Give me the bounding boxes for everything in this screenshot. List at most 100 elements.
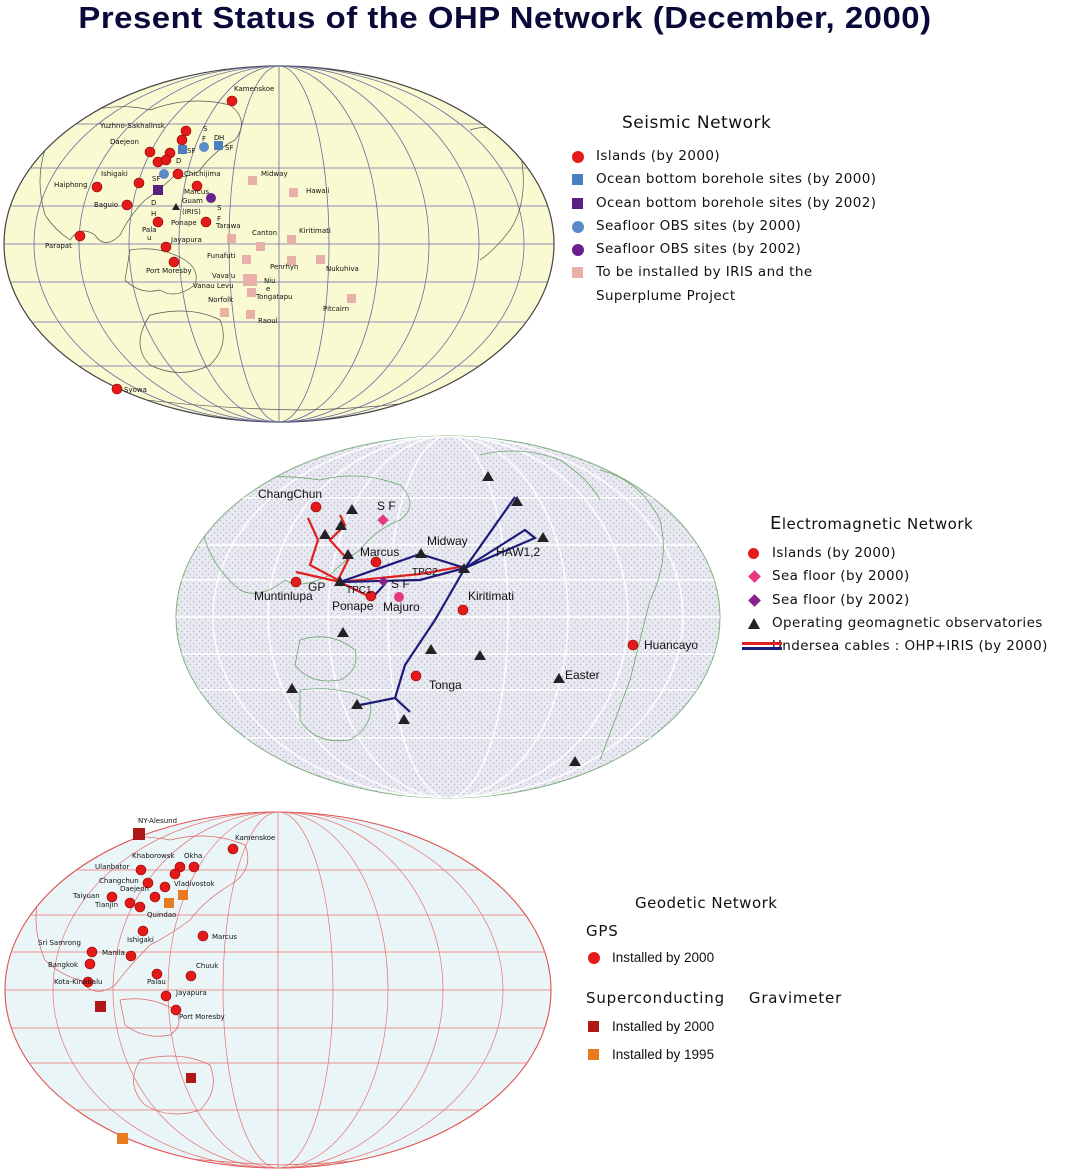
label-d: D [214,134,219,142]
gd-label-taiyuan: Taiyuan [72,892,100,900]
gd-label-daejeon: Daejeon [120,885,149,893]
geodetic-legend-heading: Geodetic Network [635,894,778,912]
label-nukuhiva: Nukuhiva [326,265,359,273]
gd-label-palau: Palau [147,978,166,986]
gd-label-ny-alesund: NY-Alesund [138,817,177,825]
label-hawaii: Hawaii [306,187,330,195]
label-pitcairn: Pitcairn [323,305,349,313]
label-daejeon: Daejeon [110,138,139,146]
label-ponape: Ponape [171,219,197,227]
label-h: H [219,134,224,142]
label-palau: Pala [142,226,156,234]
label-d: D [176,157,181,165]
gps-heading: GPS [586,922,619,940]
label-s: S [203,125,208,133]
gd-label-tianjin: Tianjin [94,901,118,909]
site-kamenskoe [226,95,238,107]
gd-label-khaborowsk: Khaborowsk [132,852,175,860]
gd-label-port-moresby: Port Moresby [179,1013,225,1021]
label-port-moresby: Port Moresby [146,267,192,275]
label-midway: Midway [261,170,288,178]
legend-item: Installed by 2000 [586,1015,842,1038]
site-haiphong [91,181,103,193]
label-h: H [151,210,156,218]
legend-item: Installed by 2000 [586,946,842,969]
site-borehole-2002 [153,185,163,195]
legend-item: Sea floor (by 2000) [746,565,1048,588]
site-jayapura [160,241,172,253]
orange-square-icon [588,1048,599,1060]
gd-label-ishigaki: Ishigaki [127,936,154,944]
site-daejeon [144,146,156,158]
label-ishigaki: Ishigaki [101,170,128,178]
gd-label-sri-samrong: Sri Samrong [38,939,81,947]
legend-item: Seafloor OBS sites (by 2000) [570,215,876,238]
label-parapat: Parapat [45,242,72,250]
legend-item: Ocean bottom borehole sites (by 2000) [570,168,876,191]
gd-label-vladivostok: Vladivostok [174,880,216,888]
site-borehole-2000 [178,145,187,154]
gd-label-bangkok: Bangkok [48,961,79,969]
site-parapat [74,230,86,242]
site-obs-2000 [199,142,209,152]
site-yuzhno-sakhalinsk [180,125,192,137]
sg-heading: Superconducting Gravimeter [586,989,843,1008]
label-niue: Niu [264,277,276,285]
site-port-moresby [168,256,180,268]
label-yuzhno-sakhalinsk: Yuzhno-Sakhalinsk [99,122,166,130]
em-label-easter: Easter [565,668,600,682]
pink-square-icon [572,267,583,279]
site-obs-2000 [159,169,169,179]
geodetic-markers [82,828,239,1144]
em-label-kiritimati: Kiritimati [468,589,514,603]
legend-item: Installed by 1995 [586,1043,842,1066]
seismic-island-markers [74,95,238,395]
legend-item: Operating geomagnetic observatories [746,612,1048,635]
gd-label-kamenskoe: Kamenskoe [235,834,275,842]
label-tarawa: Tarawa [215,222,241,230]
site-obs-2002 [206,193,216,203]
seismic-planned-markers [220,176,356,319]
label-baguio: Baguio [94,201,118,209]
red-circle-icon [572,151,584,163]
label-d: D [151,199,156,207]
label-norfolk: Norfolk [208,296,234,304]
legend-item: Undersea cables : OHP+IRIS (by 2000) [742,635,1048,658]
page-title: Present Status of the OHP Network (Decem… [78,0,932,35]
seismic-legend: Seismic Network Islands (by 2000) Ocean … [570,113,876,308]
label-raoul: Raoul [258,317,278,325]
em-globe [175,435,721,799]
site-chichijima [172,168,184,180]
blue-square-icon [572,174,583,186]
purple-square-icon [572,197,583,209]
label-iris: (IRIS) [182,208,201,216]
label-funafuti: Funafuti [207,252,235,260]
gd-label-okha: Okha [184,852,202,860]
legend-item: Superplume Project [596,287,736,304]
label-f: F [202,135,206,143]
legend-item: Seafloor OBS sites (by 2002) [570,238,876,261]
seismic-globe [3,65,555,423]
em-label-midway: Midway [427,534,468,548]
label-tongatapu: Tongatapu [255,293,292,301]
em-legend-heading: Electromagnetic Network [770,513,974,534]
red-circle-icon [588,952,600,964]
gd-label-jayapura: Jayapura [175,989,207,997]
purple-circle-icon [572,244,584,257]
cable-icon [742,642,782,651]
site-palau [152,216,164,228]
em-label-gp: GP [308,580,325,594]
site-ishigaki [133,177,145,189]
label-s: S [217,204,222,212]
label-chichijima: Chichijima [184,170,221,178]
seismic-legend-heading: Seismic Network [622,113,772,133]
blue-circle-icon [572,220,584,233]
label-vavau: Vava'u [212,272,235,280]
label-vanau-levu: Vanau Levu [193,282,234,290]
em-label-huancayo: Huancayo [644,638,698,652]
label-kamenskoe: Kamenskoe [234,85,274,93]
gd-label-chuuk: Chuuk [196,962,219,970]
em-label-sf: S F [377,499,396,513]
label-haiphong: Haiphong [54,181,88,189]
